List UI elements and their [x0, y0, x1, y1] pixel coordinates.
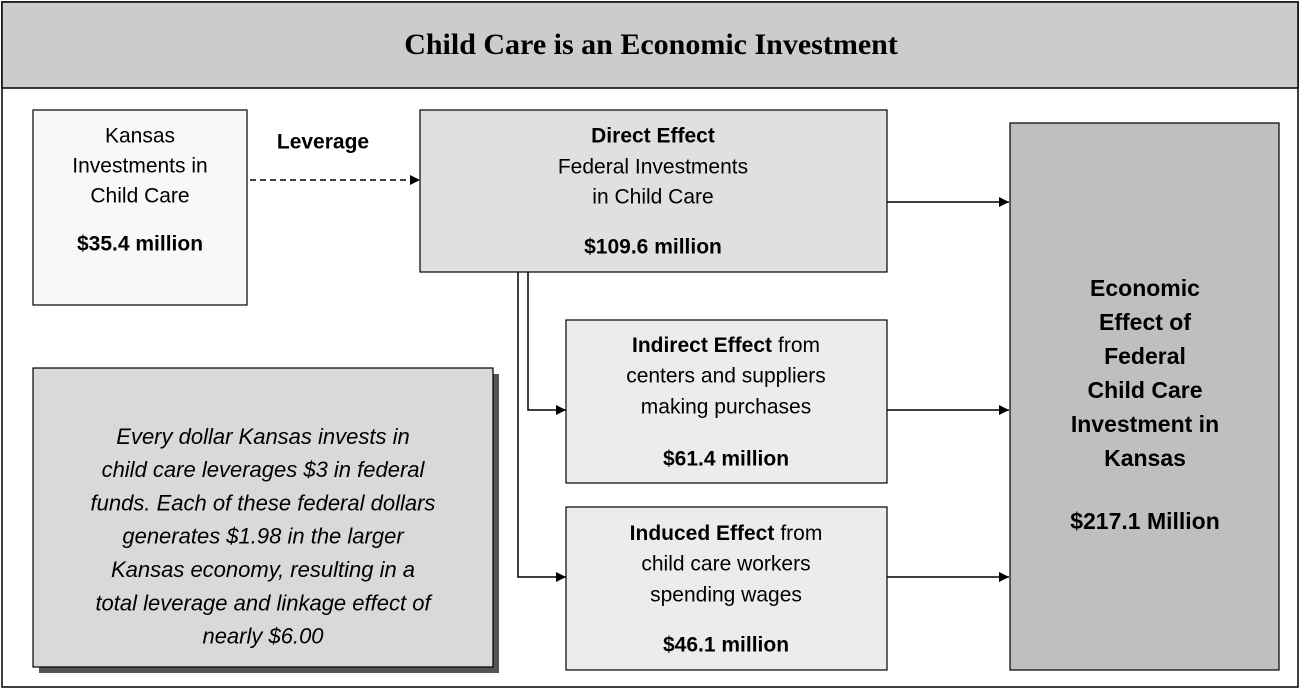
direct-line: Federal Investments [558, 156, 748, 179]
kansas-box [32, 109, 248, 306]
note-line: funds. Each of these federal dollars [91, 490, 436, 515]
direct-amount: $109.6 million [584, 236, 722, 259]
note-line: Kansas economy, resulting in a [111, 557, 415, 582]
direct-heading: Direct Effect [591, 125, 715, 148]
total-line: Economic [1090, 275, 1200, 301]
total-text: Economic Effect of Federal Child Care Invest… [1070, 275, 1220, 534]
title: Child Care is an Economic Investment [404, 28, 898, 61]
title-band [1, 1, 1299, 89]
kansas-line: Kansas [105, 125, 175, 148]
note-line: nearly $6.00 [202, 624, 324, 649]
induced-heading-rest: from [780, 522, 822, 545]
induced-amount: $46.1 million [663, 634, 789, 657]
indirect-line: centers and suppliers [626, 365, 826, 388]
note-text: Every dollar Kansas invests in child care… [91, 424, 436, 649]
direct-line: in Child Care [592, 186, 713, 209]
induced-box [565, 506, 888, 671]
note-line: child care leverages $3 in federal [102, 457, 426, 482]
indirect-line: making purchases [641, 396, 811, 419]
kansas-line: Investments in [72, 155, 207, 178]
indirect-heading-rest: from [778, 334, 820, 357]
note-line: total leverage and linkage effect of [95, 590, 433, 615]
total-line: Effect of [1099, 309, 1191, 335]
kansas-line: Child Care [90, 185, 189, 208]
induced-line: child care workers [641, 553, 810, 576]
direct-box [419, 109, 888, 273]
induced-line: spending wages [650, 584, 802, 607]
note-line: Every dollar Kansas invests in [116, 424, 409, 449]
indirect-amount: $61.4 million [663, 448, 789, 471]
note-box [32, 367, 494, 668]
indirect-box [565, 319, 888, 484]
induced-heading: Induced Effect from [630, 522, 823, 545]
total-amount: $217.1 Million [1070, 508, 1220, 534]
total-line: Kansas [1104, 445, 1186, 471]
kansas-amount: $35.4 million [77, 233, 203, 256]
total-line: Investment in [1071, 411, 1219, 437]
induced-heading-bold: Induced Effect [630, 522, 775, 545]
indirect-heading-bold: Indirect Effect [632, 334, 772, 357]
indirect-heading: Indirect Effect from [632, 334, 820, 357]
total-line: Child Care [1087, 377, 1202, 403]
connector [517, 272, 566, 582]
connector [527, 272, 566, 415]
note-line: generates $1.98 in the larger [122, 524, 405, 549]
total-line: Federal [1104, 343, 1186, 369]
leverage-label: Leverage [277, 131, 369, 154]
total-box [1009, 122, 1280, 671]
